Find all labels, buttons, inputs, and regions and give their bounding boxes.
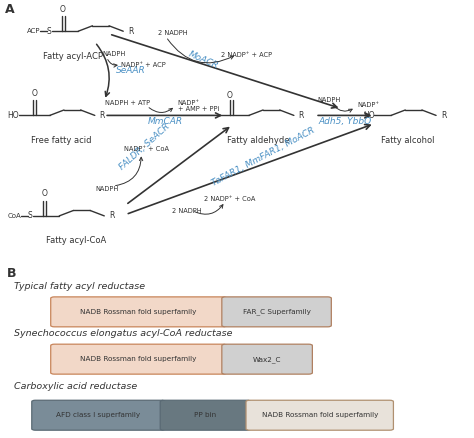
- Text: NADPH + ATP: NADPH + ATP: [105, 99, 151, 106]
- Text: NADP⁺ + CoA: NADP⁺ + CoA: [125, 146, 169, 152]
- Text: Carboxylic acid reductase: Carboxylic acid reductase: [14, 382, 137, 391]
- Text: HO: HO: [7, 111, 19, 120]
- Text: NADB Rossman fold superfamily: NADB Rossman fold superfamily: [262, 412, 378, 418]
- Text: NADP⁺: NADP⁺: [178, 100, 200, 106]
- Text: SeAAR: SeAAR: [116, 66, 146, 75]
- Text: S: S: [27, 212, 32, 220]
- Text: NADP⁺ + ACP: NADP⁺ + ACP: [121, 61, 165, 67]
- Text: NADB Rossman fold superfamily: NADB Rossman fold superfamily: [81, 356, 197, 362]
- Text: B: B: [7, 267, 17, 280]
- Text: Fatty alcohol: Fatty alcohol: [381, 136, 434, 145]
- Text: R: R: [441, 111, 446, 120]
- FancyBboxPatch shape: [32, 400, 165, 430]
- Text: Adh5, YbbO: Adh5, YbbO: [319, 117, 372, 126]
- Text: Fatty acyl-CoA: Fatty acyl-CoA: [46, 236, 106, 245]
- Text: 2 NADP⁺ + CoA: 2 NADP⁺ + CoA: [204, 196, 255, 202]
- Text: MoACR: MoACR: [187, 50, 220, 71]
- FancyBboxPatch shape: [246, 400, 393, 430]
- Text: NADPH: NADPH: [102, 51, 125, 57]
- Text: S: S: [46, 27, 51, 36]
- Text: CoA: CoA: [8, 213, 21, 219]
- Text: R: R: [299, 111, 304, 120]
- Text: 2 NADPH: 2 NADPH: [173, 208, 202, 214]
- Text: HO: HO: [363, 111, 374, 120]
- Text: TaFAR1, MmFAR1, MoACR: TaFAR1, MmFAR1, MoACR: [210, 126, 316, 188]
- Text: A: A: [5, 3, 14, 16]
- Text: O: O: [41, 189, 47, 198]
- Text: NADPH: NADPH: [318, 97, 341, 103]
- Text: Wax2_C: Wax2_C: [253, 356, 282, 363]
- Text: NADB Rossman fold superfamily: NADB Rossman fold superfamily: [81, 309, 197, 315]
- Text: Fatty acyl-ACP: Fatty acyl-ACP: [44, 52, 103, 60]
- Text: ACP: ACP: [27, 28, 40, 34]
- FancyBboxPatch shape: [222, 297, 331, 327]
- Text: R: R: [128, 27, 133, 36]
- Text: NADPH: NADPH: [95, 187, 118, 192]
- Text: 2 NADPH: 2 NADPH: [158, 30, 188, 36]
- Text: + AMP + PPi: + AMP + PPi: [178, 106, 219, 112]
- FancyBboxPatch shape: [222, 344, 312, 374]
- Text: PP bin: PP bin: [194, 412, 217, 418]
- Text: NADP⁺: NADP⁺: [358, 102, 380, 108]
- Text: AFD class I superfamily: AFD class I superfamily: [56, 412, 140, 418]
- FancyBboxPatch shape: [51, 297, 227, 327]
- Text: 2 NADP⁺ + ACP: 2 NADP⁺ + ACP: [221, 52, 272, 58]
- Text: O: O: [227, 92, 233, 100]
- FancyBboxPatch shape: [160, 400, 251, 430]
- Text: R: R: [109, 212, 114, 220]
- Text: FAR_C Superfamily: FAR_C Superfamily: [243, 308, 310, 315]
- Text: FALDR, SeACR: FALDR, SeACR: [118, 122, 172, 172]
- Text: Free fatty acid: Free fatty acid: [31, 136, 92, 145]
- Text: R: R: [100, 111, 105, 120]
- Text: Fatty aldehyde: Fatty aldehyde: [227, 136, 290, 145]
- Text: O: O: [32, 89, 37, 98]
- Text: Synechococcus elongatus acyl-CoA reductase: Synechococcus elongatus acyl-CoA reducta…: [14, 329, 233, 338]
- Text: MmCAR: MmCAR: [147, 117, 182, 126]
- Text: O: O: [60, 4, 66, 14]
- Text: Typical fatty acyl reductase: Typical fatty acyl reductase: [14, 282, 146, 291]
- FancyBboxPatch shape: [51, 344, 227, 374]
